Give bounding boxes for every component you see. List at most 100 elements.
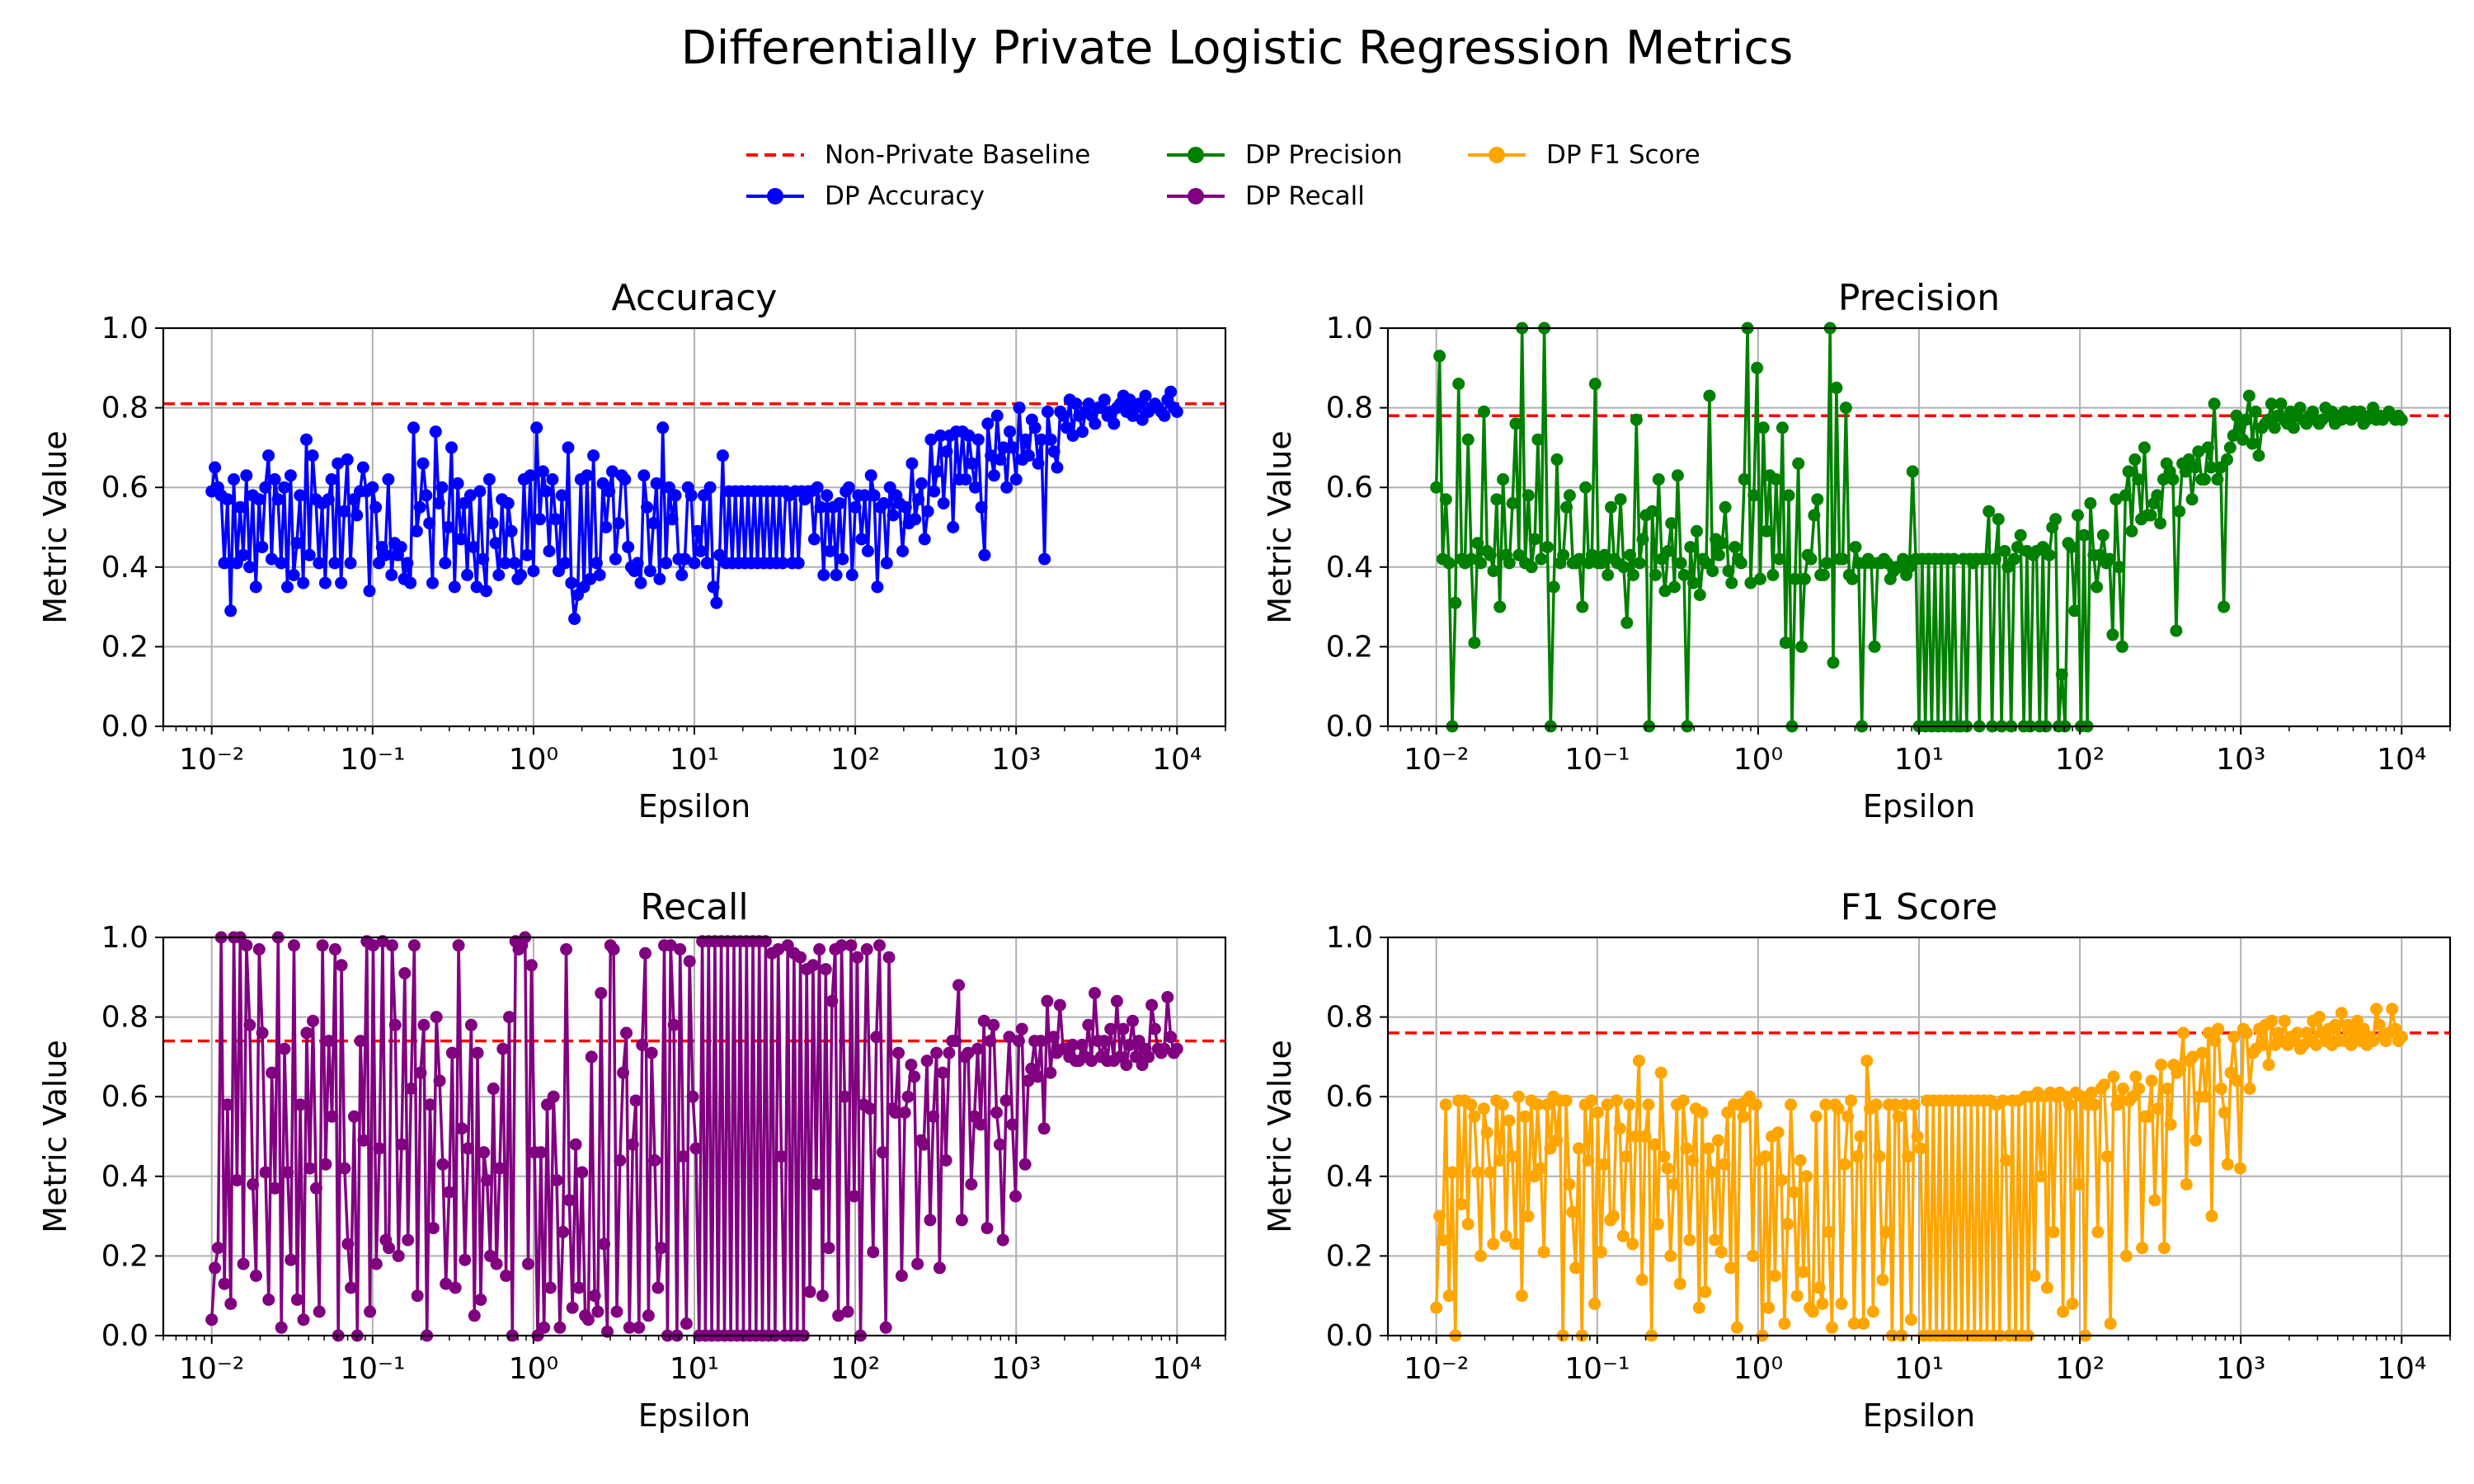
data-point (686, 1090, 699, 1103)
data-point (962, 1046, 975, 1059)
subplot-accuracy: 10⁻² 10⁻¹ 10⁰ 10¹ 10² 10³ 10⁴ 0.0 0.2 0.4 0.6 0.8 1.… (37, 277, 1227, 824)
data-point (2107, 1070, 2120, 1083)
data-point (1139, 389, 1152, 402)
data-point (493, 1162, 506, 1175)
data-point (379, 548, 392, 561)
x-tick-label: 10³ (2216, 743, 2265, 777)
data-point (1509, 1237, 1522, 1251)
data-point (636, 1038, 649, 1051)
data-point (1849, 541, 1862, 554)
data-point (987, 469, 1000, 482)
data-point (489, 537, 502, 550)
data-point (420, 489, 433, 502)
data-point (1839, 402, 1852, 415)
data-point (471, 1046, 484, 1059)
data-point (2062, 1098, 2076, 1111)
data-point (555, 489, 568, 502)
data-point (1442, 1289, 1456, 1303)
data-point (2287, 421, 2300, 434)
data-point (1790, 1289, 1804, 1303)
data-point (1032, 457, 1045, 470)
data-point (1509, 417, 1522, 430)
data-point (461, 569, 474, 581)
data-point (426, 576, 439, 589)
data-point (211, 1242, 224, 1255)
data-point (407, 421, 420, 434)
data-point (1658, 585, 1672, 598)
data-point (2252, 449, 2265, 463)
data-point (363, 585, 376, 598)
data-point (833, 497, 846, 510)
data-point (1537, 1246, 1550, 1259)
data-point (2231, 1074, 2244, 1087)
data-point (2028, 1270, 2041, 1282)
data-point (2335, 1007, 2348, 1020)
data-point (1789, 572, 1802, 585)
data-point (520, 548, 534, 561)
data-point (326, 1110, 339, 1123)
data-point (610, 1305, 623, 1318)
data-point (2008, 552, 2020, 566)
data-point (845, 569, 858, 581)
data-point (1692, 1301, 1705, 1314)
data-point (841, 1305, 854, 1318)
data-point (284, 469, 297, 482)
data-point (1766, 569, 1780, 581)
series-dp-accuracy (205, 385, 1183, 626)
data-point (1547, 580, 1560, 594)
data-point (1569, 1261, 1583, 1275)
x-tick-label: 10⁴ (1152, 1352, 1202, 1386)
data-point (2152, 1102, 2165, 1115)
data-point (337, 505, 350, 518)
data-point (1145, 998, 1159, 1012)
data-point (1006, 1118, 1019, 1131)
data-point (1722, 565, 1735, 578)
data-point (448, 580, 461, 594)
data-point (1715, 537, 1729, 550)
data-point (1041, 405, 1054, 418)
data-point (581, 1313, 595, 1327)
data-point (814, 500, 827, 514)
data-point (694, 545, 708, 557)
data-point (1818, 569, 1830, 581)
data-point (433, 1074, 446, 1087)
data-point (996, 1233, 1009, 1247)
data-point (1089, 417, 1102, 430)
data-point (2103, 552, 2116, 566)
data-point (1496, 1098, 1509, 1111)
data-point (1602, 569, 1615, 581)
data-point (1734, 556, 1747, 570)
legend-swatch-line-marker-icon (1167, 188, 1225, 204)
data-point (543, 545, 556, 557)
data-point (394, 541, 407, 554)
data-point (1626, 1237, 1639, 1251)
data-point (655, 1242, 668, 1255)
y-tick-label: 0.4 (1326, 1160, 1373, 1194)
data-point (335, 959, 348, 972)
data-point (224, 604, 238, 618)
data-point (1671, 469, 1684, 482)
data-point (354, 1035, 367, 1048)
data-point (249, 580, 262, 594)
y-axis-label: Metric Value (37, 1040, 73, 1233)
data-point (1563, 1178, 1576, 1190)
data-point (1820, 556, 1833, 570)
data-point (2208, 1035, 2222, 1048)
data-point (1512, 1090, 1525, 1103)
data-point (2313, 1011, 2326, 1024)
data-point (250, 1270, 262, 1282)
data-point (1579, 481, 1592, 494)
data-point (463, 489, 477, 502)
legend-label: DP Recall (1245, 181, 1365, 211)
data-point (534, 1146, 548, 1159)
data-point (975, 500, 988, 514)
data-point (1857, 1317, 1870, 1330)
data-point (674, 943, 687, 956)
data-point (451, 477, 464, 490)
data-point (2240, 1026, 2253, 1040)
data-point (1827, 656, 1840, 669)
data-point (969, 481, 981, 494)
data-point (1066, 429, 1079, 442)
data-point (2173, 505, 2186, 518)
data-point (2119, 489, 2132, 502)
